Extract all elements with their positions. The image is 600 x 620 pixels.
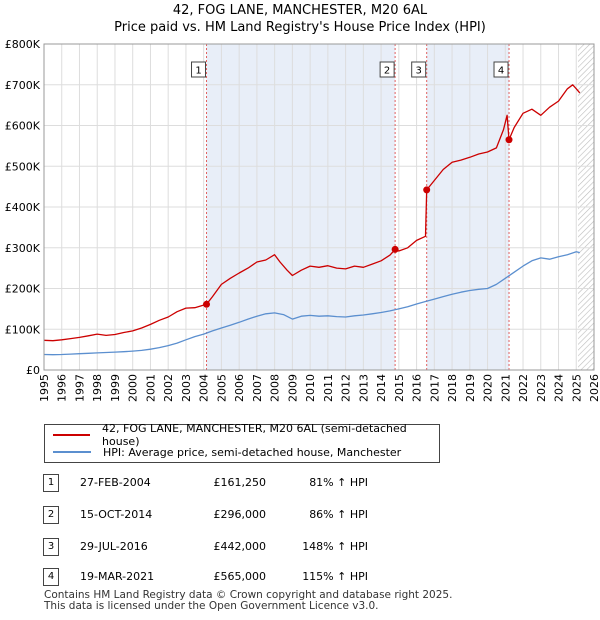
sale-label-box bbox=[191, 61, 207, 78]
hpi-line bbox=[43, 251, 580, 356]
property-price-line bbox=[43, 84, 581, 342]
sale-date: 29-JUL-2016 bbox=[80, 540, 148, 553]
y-tick-label: £0 bbox=[26, 364, 40, 377]
sale-hpi-change: 81% ↑ HPI bbox=[309, 476, 368, 489]
y-tick-label: £700K bbox=[5, 79, 41, 92]
legend-swatch-hpi bbox=[53, 451, 91, 453]
x-tick-label: 2005 bbox=[215, 374, 228, 402]
legend-label-property: 42, FOG LANE, MANCHESTER, M20 6AL (semi-… bbox=[102, 422, 407, 448]
x-tick-label: 2012 bbox=[340, 374, 353, 402]
legend-item-hpi: HPI: Average price, semi-detached house,… bbox=[53, 444, 401, 460]
sale-point bbox=[505, 136, 513, 144]
y-tick-label: £800K bbox=[5, 38, 41, 51]
sale-hpi-change: 86% ↑ HPI bbox=[309, 508, 368, 521]
sale-point bbox=[391, 245, 399, 253]
price-chart: 1 2 3 4 £0 £100K £200K £300K £400K £500K £600K £700… bbox=[5, 38, 600, 402]
legend-item-property: 42, FOG LANE, MANCHESTER, M20 6AL (semi-… bbox=[53, 422, 439, 448]
x-tick-label: 2024 bbox=[553, 374, 566, 402]
sale-row: 1 27-FEB-2004 £161,250 81% ↑ HPI bbox=[0, 474, 600, 494]
sale-label-text: 3 bbox=[416, 66, 422, 77]
sale-point bbox=[203, 300, 211, 308]
chart-subtitle: Price paid vs. HM Land Registry's House … bbox=[114, 20, 486, 35]
x-tick-label: 2006 bbox=[233, 374, 246, 402]
x-tick-label: 2015 bbox=[393, 374, 406, 402]
sale-point bbox=[423, 186, 431, 194]
x-tick-label: 2001 bbox=[144, 374, 157, 402]
x-tick-label: 2011 bbox=[322, 374, 335, 402]
sale-price: £442,000 bbox=[213, 540, 267, 553]
sale-hpi-change: 148% ↑ HPI bbox=[302, 540, 368, 553]
y-tick-label: £100K bbox=[5, 323, 41, 336]
legend-label-hpi: HPI: Average price, semi-detached house,… bbox=[103, 445, 402, 459]
x-tick-label: 2018 bbox=[446, 374, 459, 402]
x-tick-label: 1999 bbox=[109, 374, 122, 402]
x-tick-label: 2009 bbox=[286, 374, 299, 402]
sale-price: £161,250 bbox=[213, 476, 267, 489]
footer-line-2: This data is licensed under the Open Gov… bbox=[44, 600, 379, 612]
sale-row: 3 29-JUL-2016 £442,000 148% ↑ HPI bbox=[0, 538, 600, 558]
x-tick-label: 2013 bbox=[357, 374, 370, 402]
x-tick-label: 2002 bbox=[162, 374, 175, 402]
x-tick-label: 2021 bbox=[499, 374, 512, 402]
x-tick-label: 1997 bbox=[73, 374, 86, 402]
y-tick-label: £300K bbox=[5, 242, 41, 255]
y-tick-label: £600K bbox=[5, 120, 41, 133]
x-tick-label: 2007 bbox=[251, 374, 264, 402]
y-tick-label: £400K bbox=[5, 201, 41, 214]
sale-row: 4 19-MAR-2021 £565,000 115% ↑ HPI bbox=[0, 568, 600, 588]
footer-line-1: Contains HM Land Registry data © Crown c… bbox=[44, 589, 453, 601]
x-tick-label: 2010 bbox=[304, 374, 317, 402]
legend-swatch-property bbox=[53, 434, 91, 436]
x-tick-label: 2019 bbox=[464, 374, 477, 402]
x-tick-label: 2004 bbox=[198, 374, 211, 402]
footer-attribution: Contains HM Land Registry data © Crown c… bbox=[44, 590, 452, 612]
x-tick-label: 2025 bbox=[570, 374, 583, 402]
sale-label-text: 4 bbox=[498, 66, 504, 77]
x-tick-label: 2026 bbox=[588, 374, 600, 402]
x-tick-label: 2003 bbox=[180, 374, 193, 402]
x-tick-label: 2017 bbox=[428, 374, 441, 402]
sale-date: 27-FEB-2004 bbox=[80, 476, 151, 489]
sale-number-badge: 4 bbox=[43, 568, 59, 586]
sale-number-badge: 3 bbox=[43, 538, 59, 556]
x-tick-label: 2023 bbox=[535, 374, 548, 402]
sale-number-badge: 2 bbox=[43, 506, 59, 524]
sale-hpi-change: 115% ↑ HPI bbox=[302, 570, 368, 583]
y-tick-label: £500K bbox=[5, 160, 41, 173]
sale-price: £565,000 bbox=[213, 570, 267, 583]
y-tick-label: £200K bbox=[5, 283, 41, 296]
sale-date: 19-MAR-2021 bbox=[80, 570, 155, 583]
x-tick-label: 1998 bbox=[91, 374, 104, 402]
plot-border bbox=[43, 43, 595, 371]
x-tick-label: 1995 bbox=[38, 374, 51, 402]
x-tick-label: 2000 bbox=[127, 374, 140, 402]
x-tick-label: 2020 bbox=[482, 374, 495, 402]
chart-title: 42, FOG LANE, MANCHESTER, M20 6AL bbox=[172, 3, 428, 18]
sale-date: 15-OCT-2014 bbox=[80, 508, 153, 521]
sale-label-box bbox=[493, 61, 509, 78]
sale-price: £296,000 bbox=[213, 508, 267, 521]
sale-number-badge: 1 bbox=[43, 474, 59, 492]
x-tick-label: 2016 bbox=[411, 374, 424, 402]
x-tick-label: 2014 bbox=[375, 374, 388, 402]
chart-legend: 42, FOG LANE, MANCHESTER, M20 6AL (semi-… bbox=[44, 422, 440, 463]
sale-row: 2 15-OCT-2014 £296,000 86% ↑ HPI bbox=[0, 506, 600, 526]
x-tick-label: 1996 bbox=[56, 374, 69, 402]
sale-label-box bbox=[379, 61, 395, 78]
sale-label-box bbox=[411, 61, 427, 78]
sale-label-text: 2 bbox=[384, 66, 390, 77]
x-tick-label: 2022 bbox=[517, 374, 530, 402]
x-tick-label: 2008 bbox=[269, 374, 282, 402]
sale-label-text: 1 bbox=[195, 66, 201, 77]
